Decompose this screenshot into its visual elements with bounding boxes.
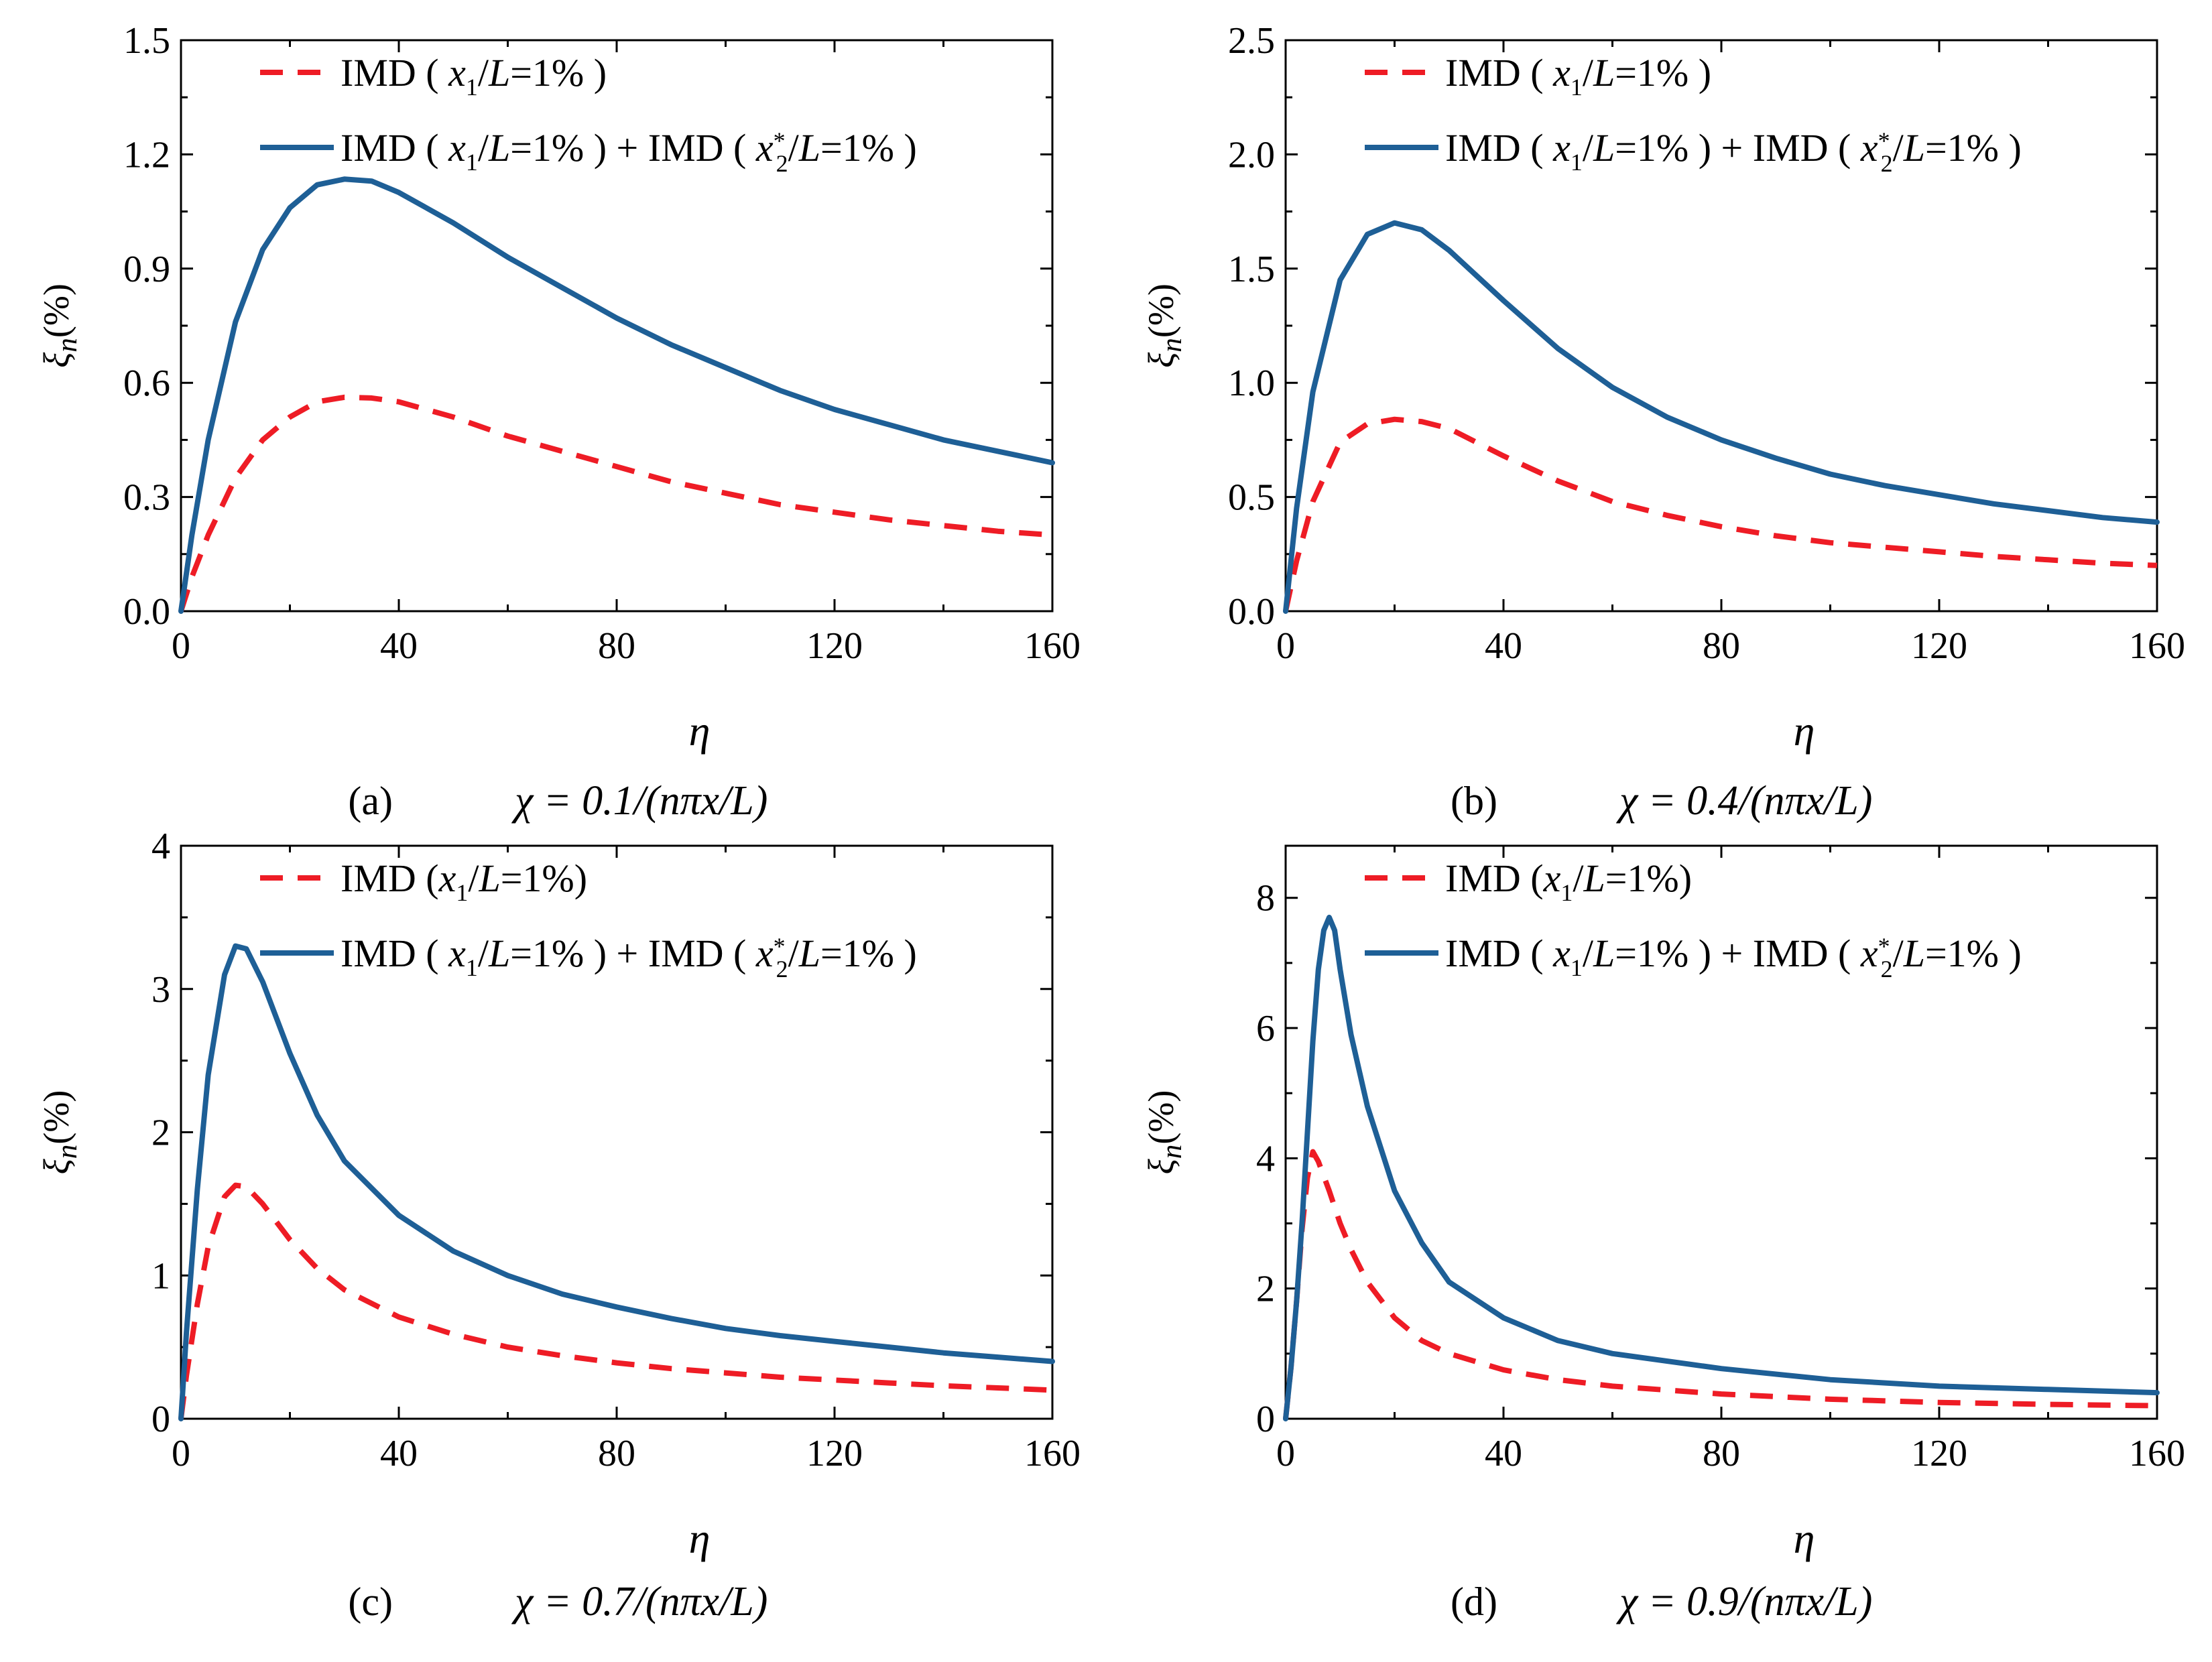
x-axis-label: η	[689, 1515, 711, 1562]
y-tick-label: 0.9	[123, 249, 170, 290]
y-tick-label: 0.6	[123, 363, 170, 404]
chart-panel-a: 0 40 80 120 160 0.0 0.3 0.6 0.9 1.2 1.5 IMD ( x1/L=…	[36, 20, 1081, 824]
y-tick-label: 1.2	[123, 134, 170, 176]
x-tick-label: 0	[172, 1433, 190, 1474]
x-tick-label: 160	[2129, 1433, 2185, 1474]
x-axis-label: η	[689, 707, 711, 755]
y-tick-label: 1	[151, 1255, 170, 1297]
y-tick-label: 8	[1256, 878, 1275, 919]
series-line-imd-sum	[1283, 220, 2160, 614]
chart-panel-b: 0 40 80 120 160 0.0 0.5 1.0 1.5 2.0 2.5 IMD ( x1/L=…	[1141, 20, 2185, 824]
y-tick-label: 1.5	[1228, 249, 1275, 290]
legend-label: IMD ( x1/L=1% ) + IMD ( x* 2/L=1% )	[1445, 932, 2022, 982]
chart-panel-d: 0 40 80 120 160 0 2 4 6 8 IMD (x1/L=1%) IMD ( x1/L=…	[1141, 844, 2185, 1624]
y-tick-label: 0.0	[123, 591, 170, 633]
y-tick-label: 0	[1256, 1399, 1275, 1440]
x-axis-label: η	[1794, 1515, 1815, 1562]
y-tick-label: 1.0	[1228, 363, 1275, 404]
y-axis-label: ξn(%)	[36, 283, 83, 368]
y-tick-label: 2	[151, 1112, 170, 1154]
x-tick-label: 0	[172, 625, 190, 667]
legend-label: IMD ( x1/L=1% )	[341, 51, 607, 101]
x-tick-label: 80	[598, 625, 635, 667]
panel-caption-formula: χ = 0.1/(nπx/L)	[511, 778, 767, 824]
y-tick-label: 3	[151, 969, 170, 1011]
series-line-imd-x1	[178, 394, 1053, 613]
series-line-imd-sum	[178, 176, 1055, 614]
x-tick-label: 80	[1703, 1433, 1740, 1474]
legend-label: IMD (x1/L=1%)	[341, 856, 587, 906]
x-tick-label: 160	[1024, 625, 1081, 667]
panel-caption-formula: χ = 0.9/(nπx/L)	[1616, 1579, 1872, 1624]
panel-caption-formula: χ = 0.7/(nπx/L)	[511, 1579, 767, 1624]
x-tick-label: 40	[1485, 625, 1522, 667]
series-line-imd-sum	[178, 943, 1055, 1421]
legend-label: IMD ( x1/L=1% ) + IMD ( x* 2/L=1% )	[341, 126, 917, 177]
panel-caption-formula: χ = 0.4/(nπx/L)	[1616, 778, 1872, 824]
series-line-imd-x1	[1283, 416, 2158, 612]
y-tick-label: 4	[151, 826, 170, 867]
y-axis-label: ξn(%)	[1141, 1090, 1188, 1175]
y-axis-label: ξn(%)	[36, 1090, 83, 1175]
x-tick-label: 0	[1276, 625, 1295, 667]
y-tick-label: 0.0	[1228, 591, 1275, 633]
panel-caption-letter: (a)	[348, 779, 393, 823]
chart-panel-c: 0 40 80 120 160 0 1 2 3 4 IMD (x1/L=1%) IMD ( x1/L=…	[36, 826, 1081, 1624]
y-tick-label: 2.5	[1228, 20, 1275, 62]
legend-label: IMD ( x1/L=1% )	[1445, 51, 1711, 101]
x-tick-label: 160	[1024, 1433, 1081, 1474]
y-tick-label: 1.5	[123, 20, 170, 62]
x-tick-label: 80	[1703, 625, 1740, 667]
panel-caption-letter: (b)	[1451, 779, 1497, 823]
y-tick-label: 4	[1256, 1138, 1275, 1179]
y-tick-label: 2	[1256, 1269, 1275, 1310]
x-tick-label: 120	[1911, 625, 1967, 667]
x-tick-label: 0	[1276, 1433, 1295, 1474]
series-line-imd-x1	[1283, 1149, 2158, 1419]
y-axis-label: ξn(%)	[1141, 283, 1188, 368]
legend-label: IMD (x1/L=1%)	[1445, 856, 1692, 906]
legend-label: IMD ( x1/L=1% ) + IMD ( x* 2/L=1% )	[341, 932, 917, 982]
x-tick-label: 120	[806, 625, 863, 667]
legend-label: IMD ( x1/L=1% ) + IMD ( x* 2/L=1% )	[1445, 126, 2022, 177]
x-tick-label: 80	[598, 1433, 635, 1474]
y-tick-label: 0	[151, 1399, 170, 1440]
panel-caption-letter: (c)	[348, 1580, 393, 1624]
x-tick-label: 160	[2129, 625, 2185, 667]
y-tick-label: 0.5	[1228, 477, 1275, 519]
y-tick-label: 2.0	[1228, 134, 1275, 176]
series-line-imd-x1	[178, 1182, 1053, 1419]
x-tick-label: 40	[380, 625, 418, 667]
x-tick-label: 120	[1911, 1433, 1967, 1474]
panel-caption-letter: (d)	[1451, 1580, 1497, 1624]
series-line-imd-sum	[1283, 914, 2160, 1421]
y-tick-label: 6	[1256, 1008, 1275, 1049]
y-tick-label: 0.3	[123, 477, 170, 519]
x-axis-label: η	[1794, 707, 1815, 755]
x-tick-label: 40	[380, 1433, 418, 1474]
x-tick-label: 120	[806, 1433, 863, 1474]
x-tick-label: 40	[1485, 1433, 1522, 1474]
